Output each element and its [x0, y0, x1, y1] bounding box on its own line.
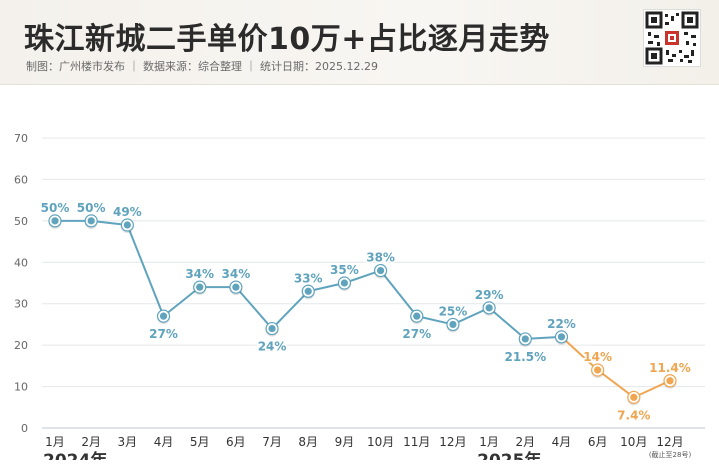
data-point-core: [196, 283, 204, 291]
series-line-segment: [235, 286, 273, 330]
line-chart: 0 10 20 30 40 50 60 70 1月 2月 3月 4月 5月 6月 7月 8月 9月 10月 11月 1…: [14, 132, 705, 464]
data-label: 33%: [294, 271, 323, 285]
data-point-core: [521, 335, 529, 343]
year-label: 2025年: [477, 450, 541, 460]
x-tick-label: 2月: [81, 435, 101, 449]
data-point-core: [304, 287, 312, 295]
x-tick-label: 4月: [552, 435, 572, 449]
series-line-segment: [379, 269, 418, 317]
data-point-core: [666, 377, 674, 385]
series-line-segment: [560, 336, 599, 371]
y-tick-label: 50: [14, 215, 28, 228]
y-tick-label: 20: [14, 339, 28, 352]
data-label: 29%: [475, 288, 504, 302]
data-point-core: [594, 366, 602, 374]
x-tick-label: 10月: [620, 435, 647, 449]
x-tick-label: 5月: [190, 435, 210, 449]
x-tick-label: 7月: [262, 435, 282, 449]
series-line-segment: [597, 369, 635, 399]
data-point-core: [485, 304, 493, 312]
qr-code-icon: [643, 9, 701, 67]
data-label: 34%: [185, 267, 214, 281]
data-point-core: [340, 279, 349, 287]
footnote-label: (截止至28号): [649, 450, 692, 459]
data-label: 25%: [439, 304, 468, 318]
x-tick-label: 10月: [367, 435, 394, 449]
header: 珠江新城二手单价10万+占比逐月走势 制图：广州楼市发布 ｜ 数据来源：综合整理…: [0, 0, 719, 85]
data-point-core: [232, 283, 240, 291]
y-tick-label: 10: [14, 381, 28, 394]
data-label: 22%: [547, 317, 576, 331]
x-tick-label: 1月: [479, 435, 499, 449]
data-point-core: [376, 266, 385, 275]
data-label: 35%: [330, 263, 359, 277]
series-line-segment: [271, 290, 309, 330]
data-label: 38%: [366, 251, 395, 265]
chart-area: 0 10 20 30 40 50 60 70 1月 2月 3月 4月 5月 6月 7月 8月 9月 10月 11月 1…: [0, 84, 719, 464]
data-point-core: [51, 217, 59, 225]
data-label: 21.5%: [504, 350, 546, 364]
data-label: 11.4%: [649, 361, 691, 375]
data-label: 50%: [77, 201, 106, 215]
x-tick-label: 8月: [298, 435, 318, 449]
data-label: 34%: [222, 267, 251, 281]
data-label: 49%: [113, 205, 142, 219]
data-label: 7.4%: [617, 408, 650, 422]
x-tick-label: 6月: [588, 435, 608, 449]
x-tick-label: 4月: [154, 435, 174, 449]
series-line-segment: [126, 224, 165, 317]
data-point-core: [87, 217, 95, 225]
data-point-core: [159, 312, 168, 320]
x-tick-label: 12月: [656, 435, 683, 449]
x-tick-label: 11月: [403, 435, 430, 449]
x-tick-label: 2月: [515, 435, 535, 449]
x-tick-label: 12月: [439, 435, 466, 449]
data-point-core: [123, 221, 131, 229]
y-tick-label: 70: [14, 132, 28, 145]
page-title: 珠江新城二手单价10万+占比逐月走势: [24, 22, 550, 57]
data-label: 24%: [258, 340, 287, 354]
y-tick-label: 60: [14, 173, 28, 186]
series-line-segment: [488, 307, 526, 340]
y-tick-label: 0: [21, 422, 28, 435]
data-point-core: [268, 324, 276, 333]
year-label: 2024年: [43, 450, 107, 460]
y-tick-label: 30: [14, 298, 28, 311]
data-label: 27%: [149, 327, 178, 341]
x-tick-label: 9月: [335, 435, 355, 449]
data-label: 50%: [41, 201, 70, 215]
y-tick-label: 40: [14, 256, 28, 269]
data-point-core: [413, 312, 421, 320]
data-label: 14%: [583, 350, 612, 364]
x-tick-label: 3月: [118, 435, 138, 449]
data-point-core: [630, 393, 638, 401]
data-point-core: [449, 320, 457, 329]
data-label: 27%: [402, 327, 431, 341]
series-line-segment: [452, 306, 490, 326]
x-tick-label: 6月: [226, 435, 246, 449]
page-subtitle: 制图：广州楼市发布 ｜ 数据来源：综合整理 ｜ 统计日期：2025.12.29: [26, 60, 378, 73]
data-point-core: [557, 333, 566, 341]
series-line-segment: [633, 379, 671, 399]
x-tick-label: 1月: [45, 435, 65, 449]
series-line-segment: [162, 286, 201, 317]
